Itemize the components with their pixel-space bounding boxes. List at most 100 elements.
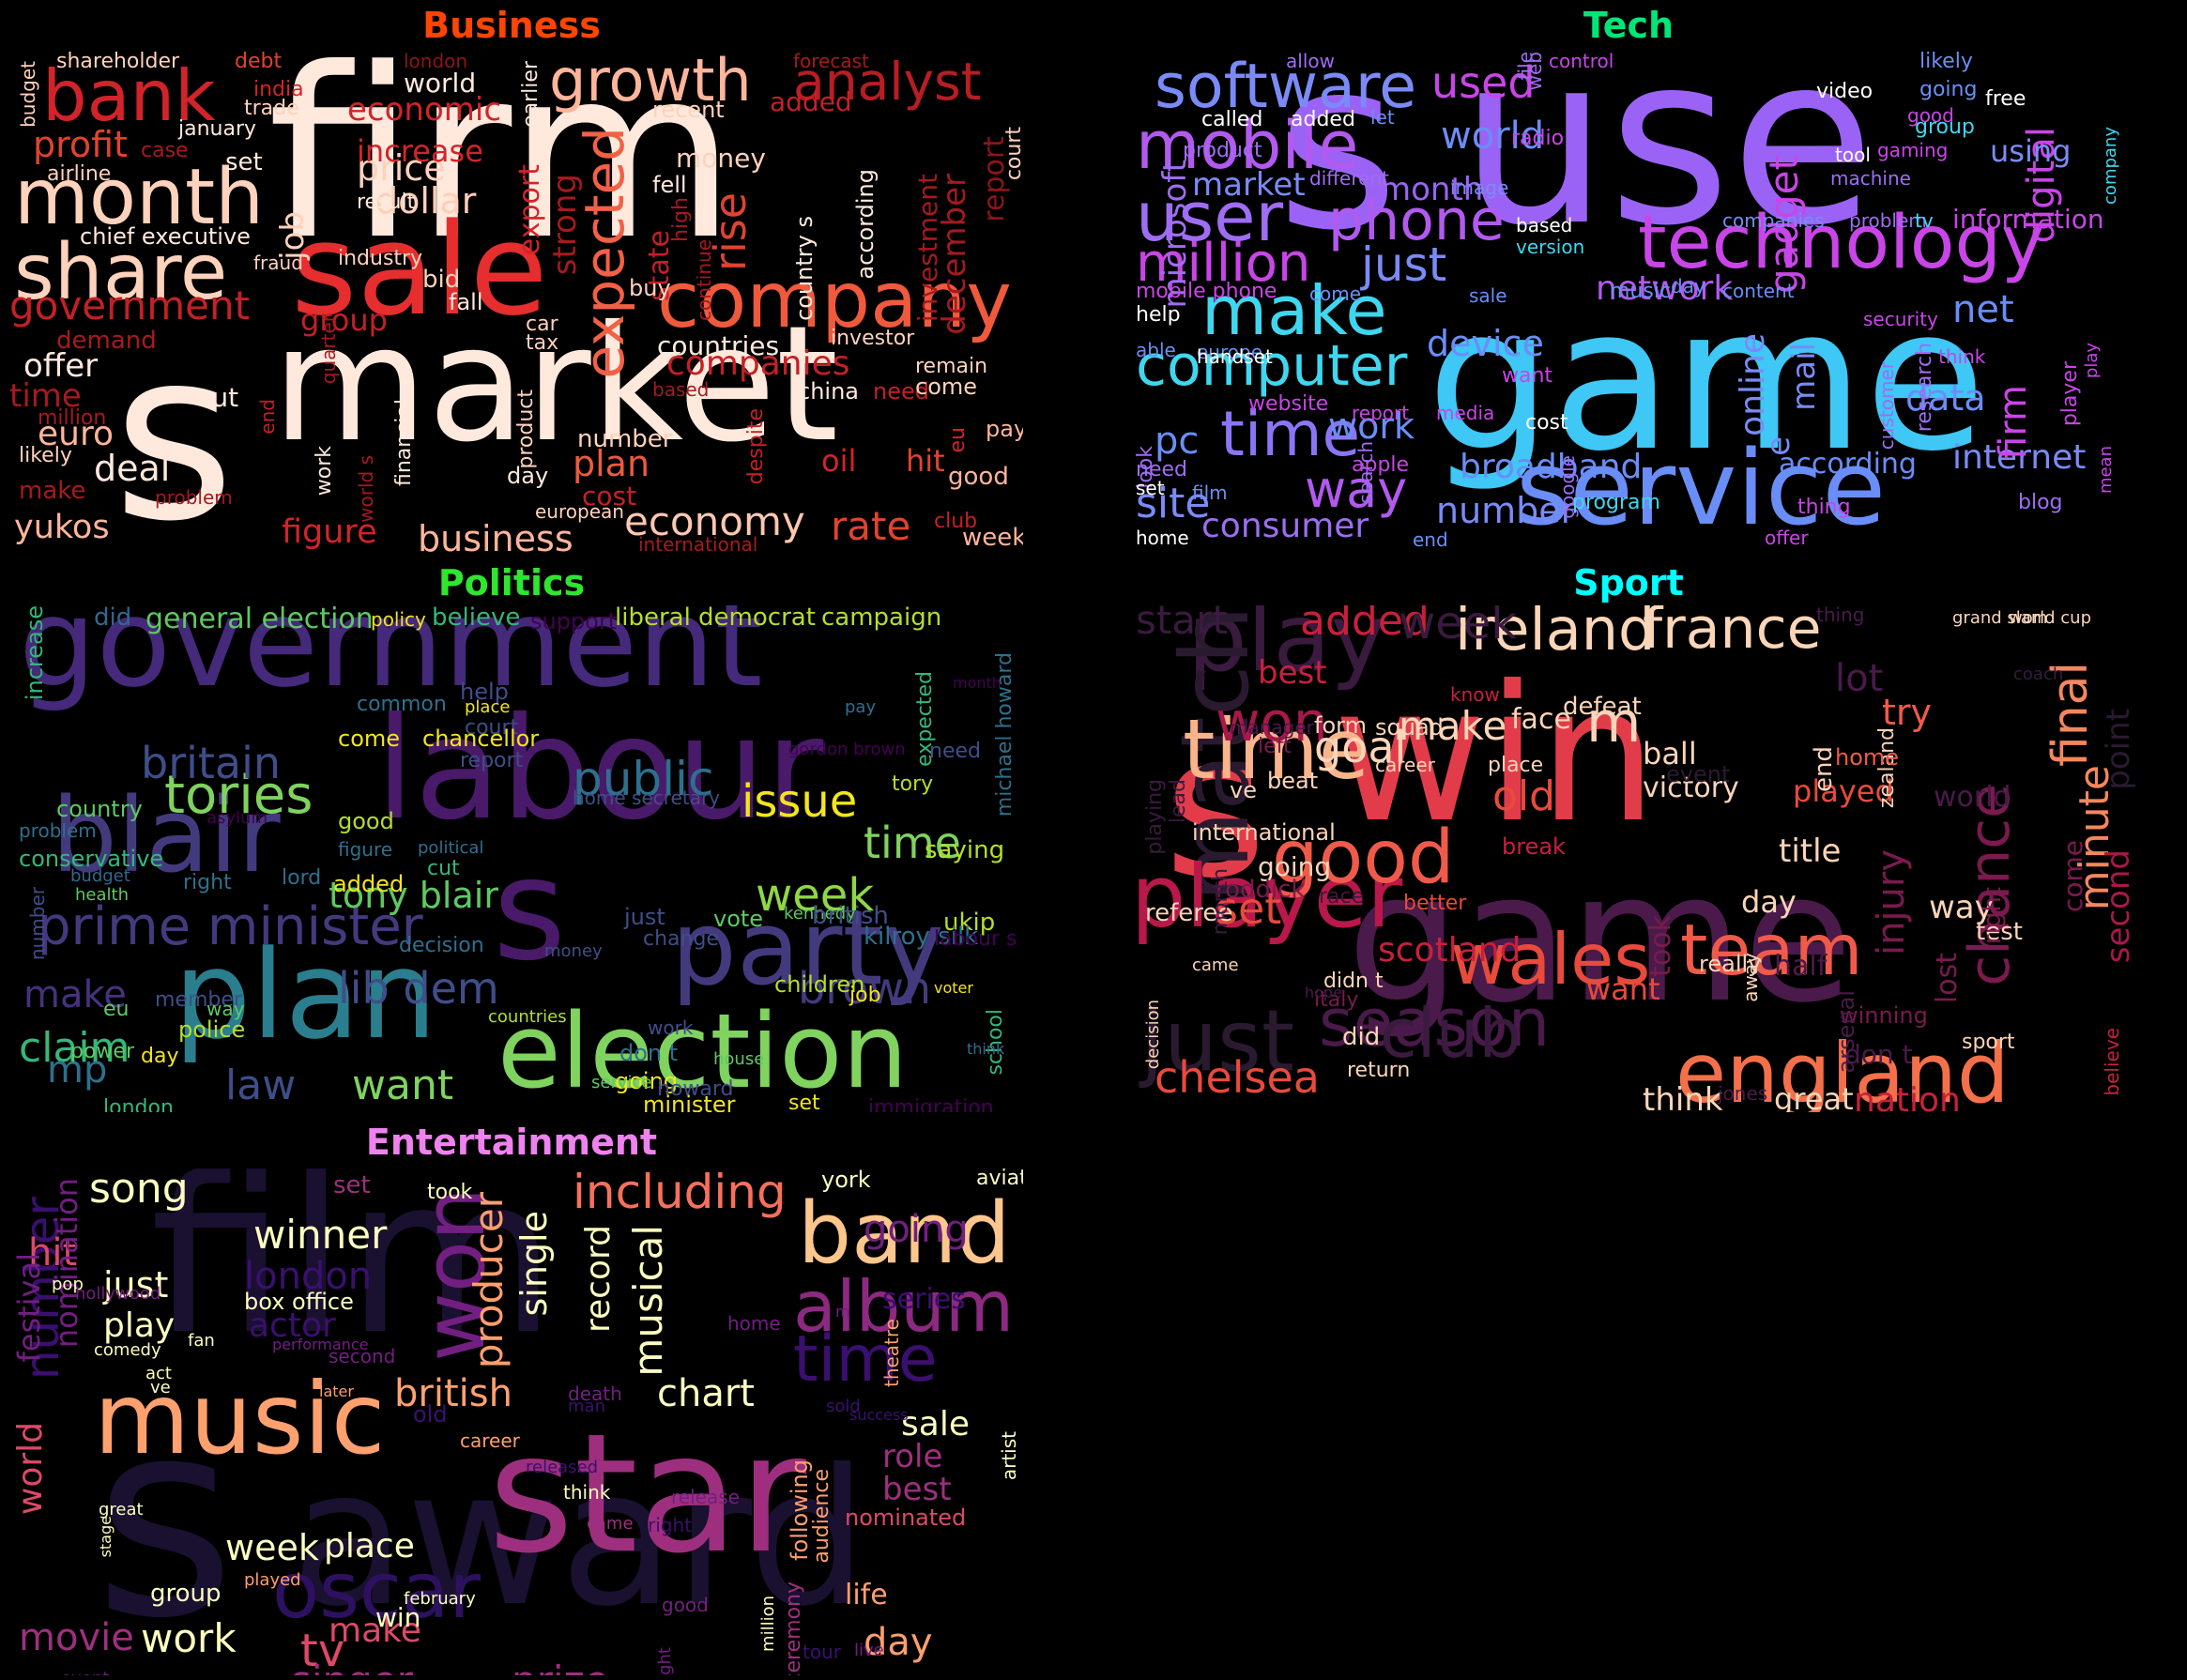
word: market [1192, 166, 1306, 204]
word: artist [998, 1431, 1020, 1481]
word: quarter [317, 314, 340, 385]
word: band [798, 1184, 1011, 1283]
word: police [178, 1016, 246, 1043]
word: don t [619, 1040, 679, 1066]
word: star [488, 1399, 806, 1590]
word: common [357, 693, 447, 716]
word: home [1136, 527, 1189, 549]
word: likely [19, 444, 72, 467]
word: nominated [845, 1504, 967, 1531]
word: sold [826, 1397, 861, 1416]
word: content [1722, 280, 1795, 302]
word: kennedy [784, 904, 856, 924]
word: vote [713, 906, 764, 932]
word: tony blair [329, 875, 498, 916]
word: customer [1875, 361, 1898, 451]
word: winning [1840, 1002, 1928, 1029]
word: international [638, 533, 758, 554]
word: china [798, 378, 859, 405]
word: need [1136, 458, 1187, 481]
word: using [1990, 133, 2072, 169]
word: london [404, 52, 468, 72]
word: ireland [1455, 605, 1656, 664]
word: minister [643, 1092, 736, 1112]
word: career [460, 1429, 520, 1452]
word: london [244, 1255, 373, 1298]
word: tv [1915, 209, 1934, 232]
word: immigration [868, 1096, 994, 1113]
word: actor [249, 1306, 336, 1345]
word: month [1380, 171, 1484, 208]
word: life [845, 1579, 888, 1611]
word: broadband [1460, 448, 1643, 486]
word: going [864, 1208, 969, 1251]
word: eu [946, 427, 970, 453]
word: fraud [253, 252, 303, 274]
word: voter [934, 979, 973, 997]
word: device [1427, 323, 1544, 364]
word: want [1586, 971, 1660, 1007]
wordcloud-panel-tech: Tech use s game service technology software mo… [1117, 0, 2140, 563]
word: tory [892, 772, 934, 796]
word: chance [1957, 784, 2023, 986]
word: investor [831, 327, 915, 350]
word: took [427, 1181, 473, 1204]
word: problem [155, 486, 233, 509]
word: financial [392, 399, 416, 487]
word: number [577, 425, 673, 453]
word: including [573, 1168, 787, 1219]
word: day [141, 1045, 179, 1068]
word: need [929, 740, 981, 763]
word: record [579, 1225, 618, 1333]
word: s [1164, 692, 1267, 922]
word: box office [244, 1289, 354, 1315]
word: online [1734, 333, 1772, 436]
word: way [206, 998, 245, 1020]
word: firm [268, 52, 737, 291]
word: control [1549, 52, 1614, 72]
word: set [225, 148, 263, 176]
word: need [873, 378, 929, 405]
word: expected [573, 127, 636, 379]
word: week [225, 1527, 319, 1568]
word: british [812, 902, 889, 930]
word: right [1979, 887, 2007, 945]
word: just [1140, 992, 1295, 1091]
panel-title: Sport [1573, 562, 1684, 603]
word: sale [291, 196, 548, 344]
word: pc [1155, 420, 1200, 463]
word: lib dem [338, 963, 499, 1014]
word: countries [657, 330, 780, 361]
word: going [1919, 78, 1978, 101]
word: day [1741, 884, 1797, 920]
word: really [1699, 951, 1762, 977]
word: beat [1267, 768, 1319, 794]
word: tories [164, 765, 314, 826]
word: law [225, 1061, 297, 1109]
word: election [497, 991, 909, 1111]
word: budget [70, 866, 130, 886]
word: labour s [934, 927, 1017, 951]
word: children [774, 971, 865, 998]
word: end [256, 399, 279, 435]
word: international [1192, 819, 1336, 846]
word: form [1314, 712, 1367, 739]
word: s [94, 1362, 237, 1675]
word: profit [33, 124, 128, 165]
word: market [272, 292, 839, 478]
word: cost [1525, 411, 1568, 435]
word: increase [22, 605, 48, 701]
word: time [9, 377, 82, 415]
word: movie [19, 1616, 134, 1659]
word: january [178, 117, 257, 141]
word: m [1586, 690, 1642, 756]
word: half [1774, 950, 1828, 983]
word: make [23, 973, 127, 1016]
word: week [1399, 605, 1518, 649]
word: fell [652, 172, 687, 198]
word: just [1361, 237, 1447, 292]
word: set [1136, 477, 1165, 499]
word: race [1319, 885, 1365, 909]
word: injury [1870, 849, 1913, 956]
word: come [1309, 283, 1362, 305]
